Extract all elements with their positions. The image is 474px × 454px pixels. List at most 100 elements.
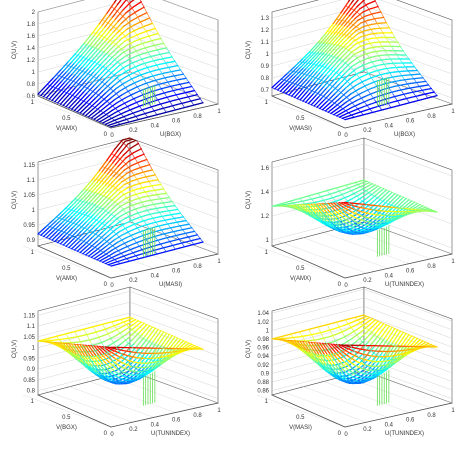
surface-mesh-line <box>137 320 145 324</box>
surface-mesh-line <box>157 346 165 350</box>
surface-mesh-line <box>77 221 87 231</box>
surface-mesh-line <box>339 45 348 50</box>
surface-mesh-line <box>131 44 140 56</box>
surface-mesh-line <box>327 343 337 354</box>
surface-mesh-line <box>330 68 340 79</box>
surface-mesh-line <box>105 188 115 198</box>
surface-mesh-line <box>74 198 83 202</box>
surface-mesh-line <box>316 98 326 108</box>
surface-mesh-line <box>303 69 313 79</box>
surface-mesh-line <box>299 204 309 213</box>
surface-mesh-line <box>113 370 123 377</box>
surface-mesh-line <box>100 41 110 52</box>
surface-mesh-line <box>158 35 167 49</box>
surface-mesh-line <box>112 205 122 214</box>
surface-mesh-line <box>90 244 99 250</box>
surface-mesh-line <box>155 331 165 344</box>
surface-mesh-line <box>335 12 345 25</box>
surface-mesh-line <box>149 74 159 78</box>
surface-mesh-line <box>68 239 78 249</box>
surface-mesh-line <box>105 31 115 42</box>
surface-mesh-line <box>107 353 116 366</box>
surface-mesh-line <box>130 0 135 3</box>
surface-mesh-line <box>299 61 307 64</box>
u-axis-label: U(TUNINDEX) <box>151 431 190 437</box>
surface-mesh-line <box>299 58 309 68</box>
surface-mesh-line <box>121 114 130 123</box>
surface-mesh-line <box>63 77 72 81</box>
surface-mesh-line <box>401 346 410 356</box>
surface-mesh-line <box>84 46 94 57</box>
surface-mesh-line <box>308 60 318 70</box>
surface-mesh-line <box>160 91 170 95</box>
surface-mesh-line <box>140 184 149 197</box>
surface-mesh-line <box>186 89 196 93</box>
surface-mesh-line <box>162 216 171 228</box>
surface-mesh-line <box>294 330 304 334</box>
surface-mesh-line <box>177 341 187 350</box>
surface-mesh-line <box>166 60 176 64</box>
surface-mesh-line <box>61 231 70 235</box>
surface-mesh-line <box>135 332 143 339</box>
surface-mesh-line <box>82 344 92 358</box>
surface-mesh-line <box>111 105 121 111</box>
surface-mesh-line <box>154 224 164 228</box>
surface-mesh-line <box>293 340 302 342</box>
surface-mesh-line <box>82 212 92 222</box>
surface-mesh-line <box>70 53 80 63</box>
surface-mesh-line <box>98 196 108 206</box>
surface-mesh-line <box>392 195 402 205</box>
surface-mesh-line <box>330 55 340 66</box>
surface-mesh-line <box>129 188 139 193</box>
surface-mesh-line <box>342 93 352 101</box>
surface-mesh-line <box>344 371 354 378</box>
surface-mesh-line <box>75 220 85 230</box>
surface-mesh-line <box>361 323 370 331</box>
surface-mesh-line <box>309 192 319 197</box>
surface-mesh-line <box>312 76 320 80</box>
surface-mesh-line <box>385 216 394 225</box>
surface-mesh-line <box>348 328 358 335</box>
surface-mesh-line <box>56 74 64 78</box>
surface-mesh-line <box>101 160 111 173</box>
surface-mesh-line <box>333 202 343 210</box>
surface-mesh-line <box>106 239 115 247</box>
surface-mesh-line <box>153 108 163 112</box>
surface-mesh-line <box>171 108 181 112</box>
surface-mesh-line <box>295 346 304 352</box>
surface-mesh-line <box>100 35 108 40</box>
surface-mesh-line <box>326 43 336 54</box>
surface-mesh-line <box>117 111 127 116</box>
surface-mesh-line <box>91 87 101 97</box>
surface-mesh-line <box>357 29 367 34</box>
surface-mesh-line <box>45 236 53 241</box>
surface-mesh-line <box>376 83 386 87</box>
surface-mesh-line <box>127 355 137 359</box>
surface-mesh-line <box>358 315 368 321</box>
surface-mesh-line <box>119 143 129 154</box>
surface-mesh-line <box>136 335 146 347</box>
surface-mesh-line <box>149 342 158 347</box>
surface-mesh-line <box>362 328 372 337</box>
surface-mesh-line <box>313 203 323 215</box>
surface-mesh-line <box>83 100 92 106</box>
surface-mesh-line <box>348 191 358 197</box>
u-axis-label: U(BGX) <box>160 132 181 138</box>
surface-mesh-line <box>118 28 128 37</box>
surface-mesh-line <box>414 202 423 206</box>
surface-mesh-line <box>363 77 373 82</box>
surface-mesh-line <box>109 336 118 349</box>
surface-mesh-line <box>353 0 359 6</box>
surface-mesh-line <box>122 49 130 60</box>
surface-mesh-line <box>149 104 158 116</box>
surface-mesh-line <box>356 53 366 59</box>
surface-mesh-line <box>281 78 289 82</box>
surface-mesh-line <box>83 33 93 45</box>
z-tick-label: 0.85 <box>23 378 35 384</box>
surface-mesh-line <box>124 178 132 189</box>
surface-mesh-line <box>313 97 323 107</box>
surface-mesh-line <box>110 90 120 99</box>
surface-mesh-line <box>310 51 320 61</box>
surface-mesh-line <box>359 199 368 206</box>
surface-mesh-line <box>279 339 287 341</box>
